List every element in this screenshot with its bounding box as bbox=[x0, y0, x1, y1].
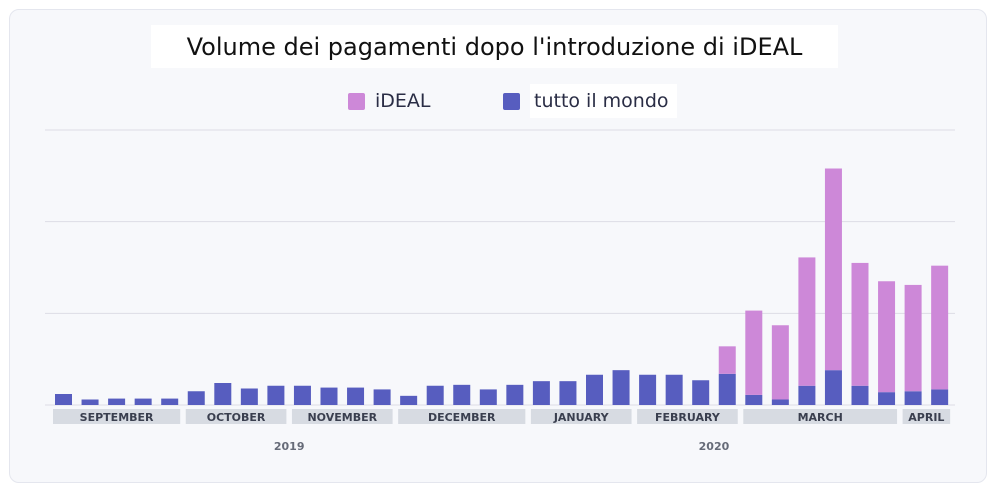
bar-world bbox=[824, 370, 842, 405]
month-label: FEBRUARY bbox=[655, 411, 721, 424]
bar-world bbox=[559, 381, 577, 405]
bar-world bbox=[426, 385, 444, 405]
month-label: SEPTEMBER bbox=[80, 411, 154, 424]
month-band bbox=[53, 409, 181, 424]
bar-world bbox=[55, 394, 72, 405]
bar-ideal bbox=[931, 265, 949, 390]
bar-world bbox=[771, 399, 789, 405]
bar-world bbox=[586, 374, 603, 405]
bar-world bbox=[293, 385, 311, 405]
bar-world bbox=[718, 373, 736, 405]
legend-swatch-world bbox=[503, 92, 520, 110]
year-label: 2019 bbox=[274, 440, 305, 453]
year-label: 2020 bbox=[699, 440, 730, 453]
month-label: OCTOBER bbox=[207, 411, 266, 424]
bar-ideal bbox=[824, 168, 842, 371]
month-label: DECEMBER bbox=[428, 411, 496, 424]
bar-world bbox=[373, 389, 391, 405]
bar-world bbox=[506, 384, 524, 405]
chart-title: Volume dei pagamenti dopo l'introduzione… bbox=[186, 32, 803, 61]
bar-world bbox=[878, 392, 896, 405]
legend-label-world: tutto il mondo bbox=[530, 84, 677, 118]
bar-ideal bbox=[904, 284, 922, 392]
legend-swatch-ideal bbox=[348, 92, 365, 110]
month-label: APRIL bbox=[908, 411, 944, 424]
bar-world bbox=[851, 385, 869, 405]
month-band bbox=[185, 409, 287, 424]
bar-world bbox=[532, 381, 550, 405]
month-band bbox=[902, 409, 951, 424]
month-band bbox=[291, 409, 393, 424]
month-label: JANUARY bbox=[553, 411, 610, 424]
bar-world bbox=[320, 387, 338, 405]
bar-world bbox=[479, 389, 497, 405]
bar-world bbox=[187, 391, 205, 405]
chart-title-box: Volume dei pagamenti dopo l'introduzione… bbox=[151, 25, 838, 68]
bar-ideal bbox=[771, 325, 789, 400]
bar-world bbox=[931, 389, 949, 405]
month-band bbox=[398, 409, 526, 424]
bar-world bbox=[665, 374, 683, 405]
bar-world bbox=[267, 385, 285, 405]
month-band bbox=[743, 409, 898, 424]
bar-world bbox=[214, 383, 232, 405]
bar-world bbox=[347, 387, 365, 405]
bar-world bbox=[240, 388, 258, 405]
bar-ideal bbox=[745, 310, 763, 395]
bar-world bbox=[904, 391, 922, 405]
month-band bbox=[637, 409, 738, 424]
bar-world bbox=[453, 384, 471, 405]
legend-item-world[interactable]: tutto il mondo bbox=[503, 84, 677, 118]
legend-item-ideal[interactable]: iDEAL bbox=[348, 90, 431, 112]
bar-world bbox=[400, 395, 418, 405]
bar-world bbox=[612, 370, 630, 405]
bar-world bbox=[108, 398, 126, 405]
bar-ideal bbox=[798, 257, 816, 386]
bar-world bbox=[81, 399, 99, 405]
legend-label-ideal: iDEAL bbox=[375, 90, 431, 112]
month-band bbox=[530, 409, 632, 424]
bar-world bbox=[134, 398, 152, 405]
month-label: MARCH bbox=[798, 411, 843, 424]
bar-world bbox=[745, 394, 763, 405]
bar-world bbox=[161, 398, 179, 405]
bar-ideal bbox=[718, 346, 736, 374]
bar-world bbox=[692, 380, 710, 405]
bar-world bbox=[798, 385, 816, 405]
month-label: NOVEMBER bbox=[307, 411, 377, 424]
bar-ideal bbox=[851, 262, 869, 386]
bar-world bbox=[639, 374, 657, 405]
bar-ideal bbox=[878, 281, 896, 393]
